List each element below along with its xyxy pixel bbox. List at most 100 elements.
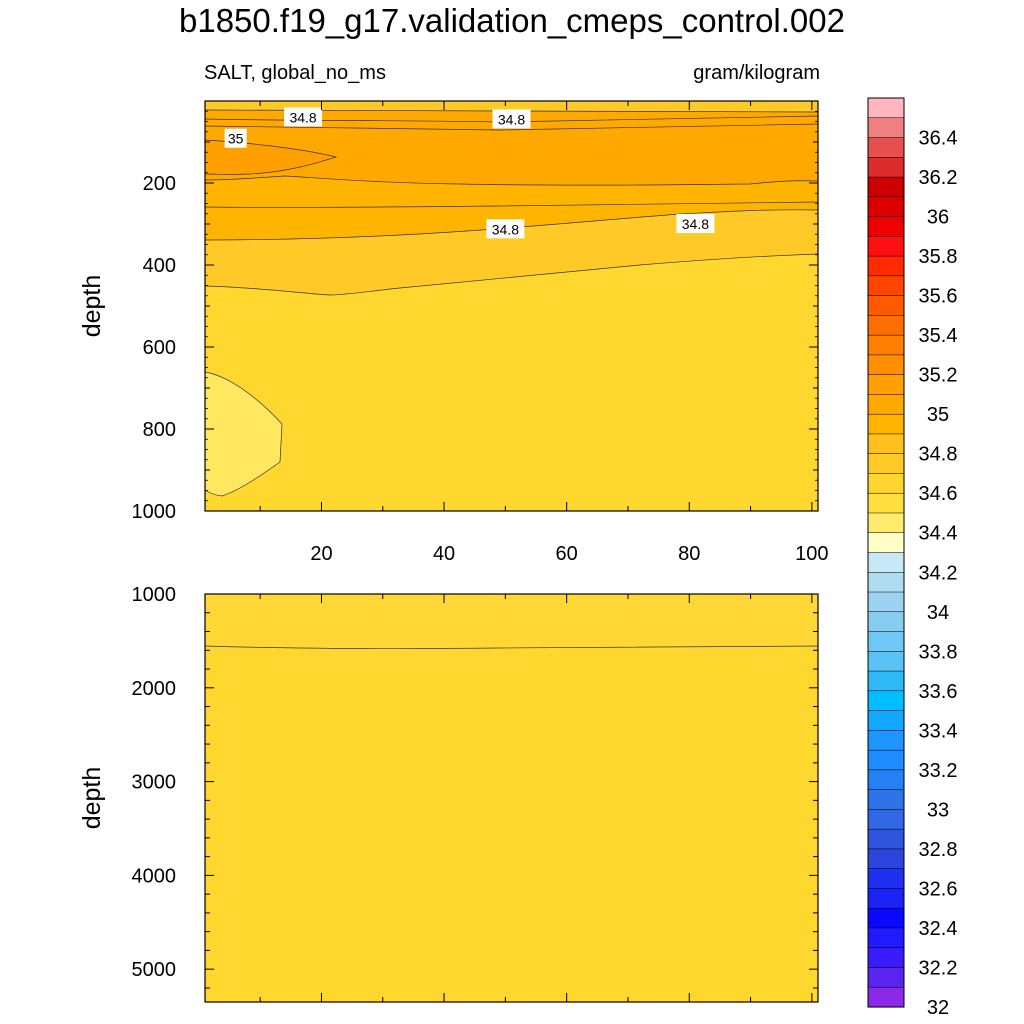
colorbar-swatch	[867, 710, 905, 731]
bottom-y-axis-label: depth	[78, 767, 106, 830]
y-tick-label: 5000	[132, 959, 177, 981]
colorbar-swatch	[867, 947, 905, 969]
contour-label-text: 35	[228, 131, 244, 147]
colorbar-swatch	[867, 196, 905, 218]
y-tick-label: 4000	[132, 865, 177, 887]
colorbar-label: 34.4	[919, 523, 958, 545]
colorbar-swatch	[867, 907, 905, 929]
variable-label: SALT, global_no_ms	[204, 62, 386, 84]
y-tick-label: 400	[143, 255, 176, 277]
x-tick-label: 20	[310, 543, 332, 565]
chart-title: b1850.f19_g17.validation_cmeps_control.0…	[179, 2, 845, 39]
colorbar-swatch	[867, 967, 905, 988]
x-tick-label: 40	[433, 543, 455, 565]
colorbar-swatch	[867, 809, 905, 830]
colorbar-swatch	[867, 97, 905, 119]
colorbar-swatch	[867, 888, 905, 909]
colorbar-swatch	[867, 611, 905, 633]
colorbar-swatch	[867, 453, 905, 475]
y-tick-label: 200	[143, 173, 176, 195]
bottom-panel-frame	[204, 593, 819, 1003]
contour-label-box	[492, 109, 531, 129]
colorbar-label: 34.6	[919, 483, 958, 505]
colorbar-swatch	[867, 848, 905, 870]
colorbar-label: 32.6	[919, 878, 958, 900]
contour-label-text: 34.8	[498, 111, 525, 127]
colorbar-swatch	[867, 433, 905, 455]
contour-label-box	[224, 128, 247, 148]
colorbar-label: 35.2	[919, 365, 958, 387]
contour-label-text: 34.8	[492, 221, 519, 237]
top-y-axis-label: depth	[78, 275, 106, 338]
colorbar-swatch	[867, 354, 905, 376]
colorbar-label: 35.4	[919, 325, 958, 347]
colorbar-label: 33	[927, 799, 949, 821]
colorbar-swatch	[867, 394, 905, 415]
colorbar-swatch	[867, 828, 905, 850]
bottom-panel-fill	[205, 594, 818, 1002]
colorbar-swatch	[867, 927, 905, 949]
colorbar-swatch	[867, 552, 905, 573]
colorbar-label: 33.8	[919, 641, 958, 663]
top-contour-labels: 34.8 34.8 35 34.8 34.8	[224, 107, 715, 239]
contour-label: 34.8	[676, 214, 715, 233]
colorbar-swatch	[867, 532, 905, 554]
colorbar-label: 34.2	[919, 562, 958, 584]
colorbar-swatch	[867, 117, 905, 139]
colorbar-label: 36	[927, 207, 949, 229]
colorbar-label: 32.8	[919, 839, 958, 861]
y-tick-label: 1000	[132, 584, 177, 606]
colorbar-swatch	[867, 651, 905, 672]
x-tick-label: 80	[678, 543, 700, 565]
colorbar-label: 34.8	[919, 444, 958, 466]
colorbar-swatch	[867, 670, 905, 692]
colorbar-swatch	[867, 591, 905, 613]
colorbar-swatch	[867, 631, 905, 652]
y-tick-label: 3000	[132, 772, 177, 794]
colorbar-swatch	[867, 749, 905, 771]
colorbar-swatch	[867, 275, 905, 297]
contour-label-text: 34.8	[289, 109, 316, 125]
colorbar-swatch	[867, 334, 905, 356]
colorbar-swatch	[867, 374, 905, 395]
y-tick-label: 2000	[132, 678, 177, 700]
contour-label-box	[284, 107, 323, 127]
contour-label-box	[486, 219, 525, 239]
colorbar-swatch	[867, 216, 905, 237]
colorbar-swatch	[867, 473, 905, 494]
colorbar-frame	[867, 97, 905, 1008]
contour-label: 35	[224, 128, 247, 148]
units-label: gram/kilogram	[693, 62, 820, 84]
colorbar-label: 32.4	[919, 918, 958, 940]
colorbar-label: 35.8	[919, 246, 958, 268]
colorbar-label: 33.4	[919, 720, 958, 742]
colorbar-swatch	[867, 512, 905, 534]
y-tick-label: 800	[143, 419, 176, 441]
colorbar-label: 35	[927, 404, 949, 426]
colorbar-label: 36.2	[919, 167, 958, 189]
colorbar-swatch	[867, 295, 905, 316]
colorbar-swatch	[867, 730, 905, 751]
colorbar-swatch	[867, 137, 905, 158]
colorbar-label: 33.2	[919, 760, 958, 782]
top-panel-fill	[205, 101, 818, 511]
colorbar-label: 35.6	[919, 286, 958, 308]
colorbar-swatch	[867, 176, 905, 198]
contour-label: 34.8	[492, 109, 531, 129]
contour-label: 34.8	[284, 107, 323, 127]
colorbar-swatch	[867, 315, 905, 336]
colorbar-swatch	[867, 986, 905, 1008]
colorbar-label: 36.4	[919, 128, 958, 150]
contour-label-text: 34.8	[682, 216, 709, 232]
y-tick-label: 1000	[132, 501, 177, 523]
colorbar-swatch	[867, 572, 905, 593]
colorbar-swatch	[867, 157, 905, 178]
x-tick-label: 100	[795, 543, 828, 565]
colorbar-swatch	[867, 255, 905, 277]
colorbar-label: 33.6	[919, 681, 958, 703]
x-tick-label: 60	[556, 543, 578, 565]
colorbar-label: 34	[927, 602, 949, 624]
colorbar-swatch	[867, 413, 905, 435]
contour-label: 34.8	[486, 219, 525, 239]
